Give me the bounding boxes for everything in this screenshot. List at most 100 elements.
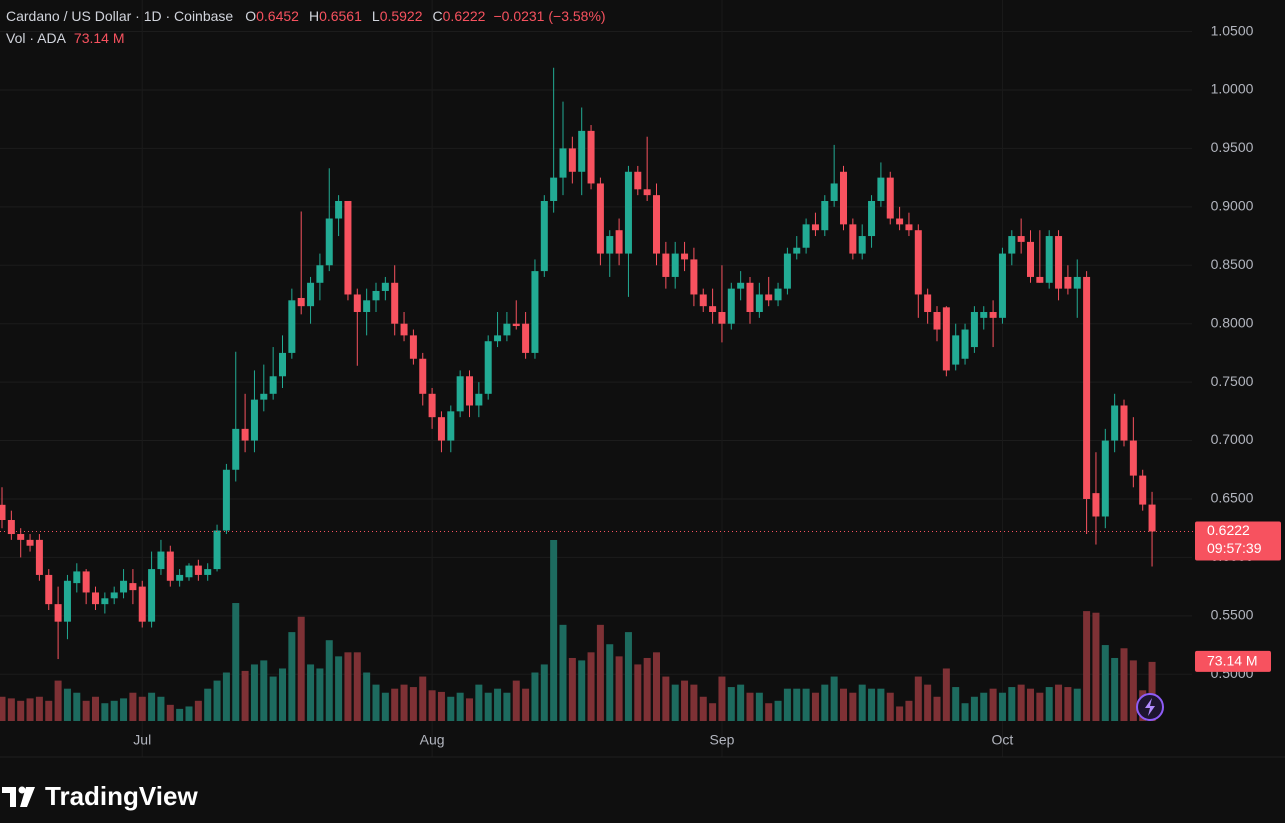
candle-body (0, 504, 6, 521)
candle-body (1036, 276, 1044, 283)
candle-body (942, 307, 950, 371)
volume-bar (952, 687, 960, 721)
candle-body (307, 282, 315, 307)
legend-label: C (433, 8, 443, 24)
volume-bar (522, 688, 530, 721)
candle-body (568, 148, 576, 172)
volume-bar (896, 706, 904, 721)
candle-body (709, 306, 717, 313)
legend-label: O (245, 8, 256, 24)
candle-body (662, 253, 670, 277)
logo-part (2, 787, 16, 807)
volume-bar (250, 664, 258, 721)
candle-body (26, 539, 34, 546)
volume-bar (849, 692, 857, 721)
volume-bar (73, 692, 81, 721)
volume-bar (17, 700, 25, 721)
y-tick-label: 0.5500 (1211, 607, 1254, 623)
volume-bar (157, 696, 165, 721)
candle-body (1008, 236, 1016, 254)
candle-body (998, 253, 1006, 318)
volume-bar (802, 688, 810, 721)
volume-bar (727, 687, 735, 721)
volume-bar (634, 664, 642, 721)
legend-value: 0.6222 (443, 8, 486, 24)
volume-bar (120, 698, 128, 721)
volume-bar (821, 684, 829, 721)
volume-bar (531, 672, 539, 721)
volume-bar (793, 688, 801, 721)
candle-body (727, 288, 735, 324)
x-tick-label: Sep (709, 732, 734, 748)
volume-bar (176, 708, 184, 721)
symbol: Cardano / US Dollar · 1D · Coinbase (6, 8, 233, 24)
volume-bar (1111, 657, 1119, 721)
volume-bar (316, 668, 324, 721)
candle-body (802, 224, 810, 248)
candle-body (830, 183, 838, 201)
y-tick-label: 1.0500 (1211, 22, 1254, 38)
volume-bar (578, 660, 586, 721)
candle-body (671, 253, 679, 277)
legend-value: 0.5922 (380, 8, 423, 24)
volume-bar (868, 688, 876, 721)
volume-bar (1148, 661, 1156, 721)
volume-bar (222, 672, 230, 721)
volume-bar (765, 703, 773, 721)
volume-bar (718, 676, 726, 721)
volume-bar (774, 700, 782, 721)
volume-bar (942, 668, 950, 721)
candle-body (437, 417, 445, 441)
volume-bar (746, 692, 754, 721)
volume-bar (194, 700, 202, 721)
candle-body (681, 253, 689, 260)
candle-body (811, 224, 819, 231)
candle-body (1111, 405, 1119, 441)
candle-body (288, 300, 296, 353)
volume-bar (1101, 645, 1109, 721)
candle-body (653, 195, 660, 254)
volume-layer (0, 540, 1156, 721)
volume-bar (1045, 687, 1053, 721)
candle-body (1027, 241, 1034, 277)
volume-bar (615, 656, 623, 721)
candle-body (325, 218, 333, 266)
logo-part (20, 787, 35, 807)
volume-bar (1008, 687, 1016, 721)
candle-body (260, 393, 268, 400)
volume-bar (998, 692, 1006, 721)
grid (0, 0, 1192, 757)
candle-body (297, 297, 305, 307)
price-tag-countdown: 09:57:39 (1207, 540, 1262, 556)
candle-body (503, 323, 511, 336)
candle-body (961, 329, 969, 359)
volume-bar (783, 688, 791, 721)
volume-bar (643, 657, 651, 721)
candle-body (466, 376, 473, 406)
volume-bar (82, 700, 90, 721)
volume-bar (624, 632, 632, 721)
candle-body (849, 224, 857, 254)
volume-bar (914, 676, 922, 721)
candle-body (924, 294, 932, 313)
candle-body (737, 282, 745, 289)
candle-body (540, 200, 548, 272)
candle-body (456, 376, 464, 412)
volume-bar (466, 698, 473, 721)
candle-body (1129, 440, 1137, 476)
candle-body (914, 230, 922, 295)
candle-body (194, 565, 202, 575)
candle-body (952, 335, 960, 365)
volume-bar (148, 692, 156, 721)
candle-body (1139, 475, 1147, 505)
volume-bar (699, 696, 707, 721)
volume-bar (989, 688, 997, 721)
legend-value: 0.6561 (319, 8, 362, 24)
candle-body (512, 323, 520, 327)
y-tick-label: 0.9000 (1211, 198, 1254, 214)
volume-bar (1129, 660, 1137, 721)
volume-bar (391, 688, 399, 721)
candle-body (1045, 236, 1053, 283)
volume-bar (409, 687, 417, 721)
